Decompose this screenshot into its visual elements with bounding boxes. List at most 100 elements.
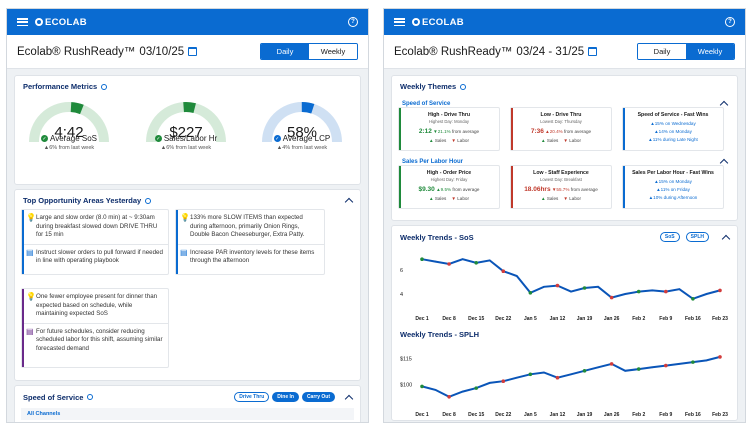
filter-dine-in[interactable]: Dine In — [272, 392, 299, 402]
theme-card-delta: ▲20.4% — [545, 129, 563, 134]
tag-labor: Labor — [457, 196, 469, 201]
x-tick-label: Feb 2 — [632, 412, 645, 418]
tag-sales: Sales — [546, 196, 559, 201]
lightbulb-icon: 💡 — [26, 292, 36, 301]
tag-sales: Sales — [546, 138, 559, 143]
weekly-trends-card: Weekly Trends - SoS SoS SPLH 6 4 Dec 1 Dec … — [391, 225, 738, 421]
data-point — [555, 375, 560, 380]
hamburger-icon[interactable] — [394, 18, 405, 26]
chevron-up-icon[interactable] — [344, 197, 354, 207]
opportunity-item: 💡 One fewer employee present for dinner t… — [21, 288, 169, 368]
x-tick-label: Jan 26 — [604, 412, 620, 418]
y-tick-label: 6 — [400, 268, 403, 274]
gauge-change: ▲4% from last week — [276, 145, 328, 151]
theme-card: Low - Drive Thru Lowest Day: Thursday 7:36… — [510, 107, 612, 151]
daily-tab[interactable]: Daily — [638, 44, 686, 59]
calendar-icon[interactable] — [588, 47, 598, 56]
data-point — [651, 366, 654, 369]
app-bar: ECOLAB ? — [384, 9, 745, 35]
x-tick-label: Feb 23 — [712, 316, 728, 322]
theme-card-delta-note: from average — [452, 187, 480, 192]
performance-title: Performance Metrics — [15, 76, 360, 97]
theme-card-delta-note: from average — [564, 129, 592, 134]
splh-line-chart: $115 $100 Dec 1 Dec 8 Dec 15 Dec 22 Jan 5 Jan 1… — [400, 355, 728, 418]
data-point — [555, 283, 560, 288]
clipboard-icon: ▤ — [180, 247, 188, 257]
speed-of-service-card: Speed of Service Drive Thru Dine In Carr… — [14, 385, 361, 422]
fast-win-line: ▲15% on Wednesday — [650, 121, 696, 126]
chevron-up-icon[interactable] — [721, 234, 731, 243]
filter-carry-out[interactable]: Carry Out — [301, 392, 335, 402]
speed-title: Speed of Service Drive Thru Dine In Carr… — [15, 386, 360, 408]
x-tick-label: Feb 16 — [685, 412, 701, 418]
tag-labor: Labor — [569, 196, 581, 201]
brand-title: Ecolab® RushReady™ — [17, 45, 136, 58]
y-tick-label: $115 — [400, 357, 412, 363]
tag-labor: Labor — [569, 138, 581, 143]
theme-card-delta-note: from average — [452, 129, 480, 134]
gauge-avg-sos: 4:42 ✓ Average SoS ▲6% from last week — [25, 98, 113, 151]
themes-title: Weekly Themes — [392, 76, 737, 97]
weekly-tab[interactable]: Weekly — [686, 44, 734, 59]
chevron-up-icon[interactable] — [719, 158, 729, 168]
pill-sos[interactable]: SoS — [659, 232, 680, 242]
weekly-tab[interactable]: Weekly — [309, 44, 357, 59]
hamburger-icon[interactable] — [17, 18, 28, 26]
data-point — [691, 297, 695, 301]
info-icon[interactable] — [87, 394, 94, 400]
check-icon: ✓ — [154, 135, 162, 142]
splh-title: Weekly Trends - SPLH — [400, 330, 480, 339]
x-tick-label: Dec 15 — [468, 316, 484, 322]
theme-card-title: Speed of Service - Fast Wins — [637, 112, 709, 118]
opportunity-card: Top Opportunity Areas Yesterday 💡 Large a… — [14, 189, 361, 381]
gauge-value: 4:42 — [54, 124, 84, 141]
section-speed-of-service: Speed of Service — [392, 96, 737, 111]
x-tick-label: Feb 9 — [659, 412, 672, 418]
filter-drive-thru[interactable]: Drive Thru — [234, 392, 270, 402]
data-point — [516, 275, 518, 277]
data-point — [718, 288, 722, 293]
daily-tab[interactable]: Daily — [261, 44, 309, 59]
fast-win-line: ▲15% on Monday — [654, 179, 692, 184]
gauge-label: Sales/Labor Hr — [163, 134, 218, 143]
x-tick-label: Feb 16 — [685, 316, 701, 322]
data-point — [624, 293, 626, 295]
tag-sales: Sales — [434, 138, 447, 143]
sos-line-chart: 6 4 Dec 1 Dec 8 Dec 15 Dec 22 Jan 5 Jan 12 Jan 1… — [400, 257, 728, 322]
check-icon: ✓ — [273, 135, 281, 142]
x-tick-label: Dec 15 — [468, 412, 484, 418]
opportunity-title: Top Opportunity Areas Yesterday — [15, 190, 360, 211]
theme-card: Speed of Service - Fast Wins ▲15% on Wedn… — [622, 107, 724, 151]
gauge-fill — [70, 102, 84, 115]
date-label: 03/24 - 31/25 — [516, 45, 585, 58]
x-tick-label: Jan 12 — [550, 412, 566, 418]
channel-label[interactable]: All Channels — [21, 408, 354, 420]
gauge-label: Average SoS — [50, 134, 97, 143]
data-point — [597, 366, 599, 369]
info-icon[interactable] — [145, 197, 152, 204]
pill-splh[interactable]: SPLH — [685, 232, 709, 242]
app-bar: ECOLAB ? — [7, 9, 368, 35]
x-tick-label: Dec 8 — [442, 316, 456, 322]
calendar-icon[interactable] — [188, 47, 198, 56]
gauge-value: 58% — [286, 124, 318, 141]
info-icon[interactable] — [101, 83, 108, 90]
theme-card: High - Drive Thru Highest Day: Monday 2:12… — [398, 107, 500, 151]
chevron-up-icon[interactable] — [344, 394, 354, 403]
data-point — [528, 291, 533, 295]
theme-card-title: Low - Drive Thru — [540, 112, 582, 118]
data-point — [570, 373, 572, 376]
info-icon[interactable] — [460, 83, 467, 90]
x-tick-label: Dec 22 — [495, 316, 511, 322]
data-point — [434, 389, 437, 391]
x-tick-label: Jan 5 — [524, 412, 537, 418]
brand-title: Ecolab® RushReady™ — [394, 45, 513, 58]
data-point — [570, 290, 572, 293]
theme-card-title: Sales Per Labor Hour - Fast Wins — [632, 170, 714, 176]
help-circle-icon[interactable]: ? — [725, 17, 735, 27]
help-circle-icon[interactable]: ? — [348, 17, 358, 27]
x-tick-label: Dec 22 — [495, 412, 511, 418]
theme-card-sub: Lowest Day: Breakfast — [540, 177, 582, 182]
lightbulb-icon: 💡 — [26, 213, 36, 222]
date-bar: Ecolab® RushReady™ 03/24 - 31/25 Daily W… — [384, 35, 745, 69]
